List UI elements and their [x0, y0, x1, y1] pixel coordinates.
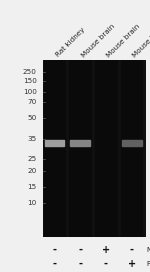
Text: -: - — [52, 259, 57, 269]
Bar — [44, 60, 65, 237]
Text: 15: 15 — [27, 184, 37, 190]
Text: -: - — [104, 259, 108, 269]
Text: Mouse brain: Mouse brain — [132, 23, 150, 58]
Text: 20: 20 — [27, 168, 37, 174]
Text: 25: 25 — [27, 156, 37, 162]
Text: Mouse brain: Mouse brain — [80, 23, 116, 58]
Bar — [70, 140, 90, 146]
Text: 35: 35 — [27, 136, 37, 143]
Text: -: - — [52, 245, 57, 255]
Text: P Peptide: P Peptide — [147, 261, 150, 267]
Text: -: - — [130, 245, 134, 255]
Text: N Peptide: N Peptide — [147, 247, 150, 253]
Bar — [45, 140, 64, 146]
Text: -: - — [78, 245, 82, 255]
Text: 50: 50 — [27, 115, 37, 121]
Text: Mouse brain: Mouse brain — [106, 23, 141, 58]
Text: +: + — [128, 259, 136, 269]
Text: -: - — [78, 259, 82, 269]
Text: 150: 150 — [23, 78, 37, 84]
Text: 100: 100 — [23, 89, 37, 95]
Text: Rat kidney: Rat kidney — [55, 27, 86, 58]
Text: 70: 70 — [27, 99, 37, 105]
Text: +: + — [102, 245, 110, 255]
Bar — [95, 60, 117, 237]
Text: 250: 250 — [23, 69, 37, 75]
Bar — [122, 140, 142, 146]
Bar — [121, 60, 142, 237]
Text: 10: 10 — [27, 200, 37, 206]
Bar — [69, 60, 91, 237]
